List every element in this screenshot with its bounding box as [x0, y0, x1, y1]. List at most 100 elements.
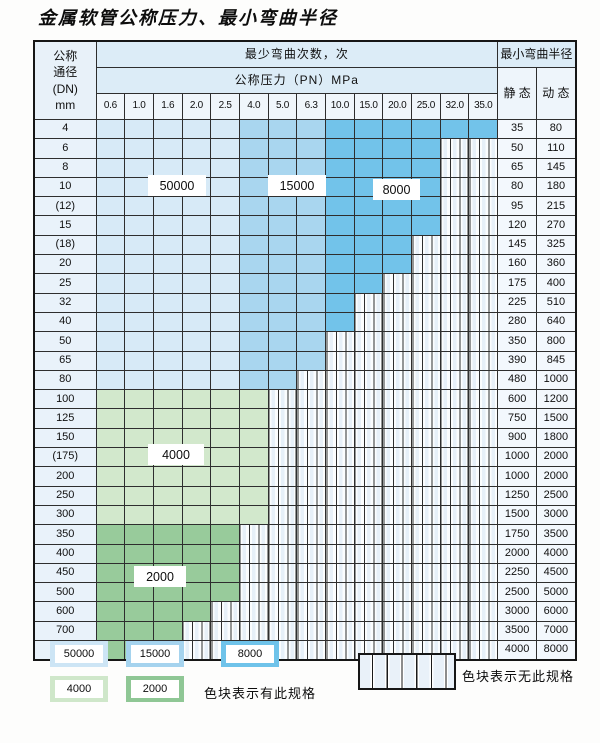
spec-cell	[95, 427, 126, 449]
table-row: 200 1000 2000	[33, 466, 577, 487]
spec-table: 公称 通径 (DN) mm 最少弯曲次数，次 最小弯曲半径 公称压力（PN）MP…	[33, 40, 577, 662]
dynamic-radius-cell: 80	[536, 118, 577, 140]
table-row: 400 2000 4000	[33, 543, 577, 564]
spec-cell	[95, 254, 126, 275]
spec-cell	[124, 543, 154, 564]
spec-cell	[296, 157, 326, 178]
spec-cell	[152, 350, 183, 371]
no-spec-cell	[382, 292, 413, 313]
spec-cell	[95, 118, 126, 140]
spec-cell	[95, 543, 126, 564]
no-spec-cell	[439, 389, 470, 410]
spec-cell	[267, 273, 298, 294]
no-spec-cell	[210, 601, 240, 622]
static-radius-cell: 900	[497, 427, 538, 449]
spec-cell	[181, 408, 212, 429]
no-spec-cell	[411, 254, 441, 275]
no-spec-cell	[267, 620, 298, 642]
static-radius-cell: 1000	[497, 447, 538, 468]
spec-cell	[95, 311, 126, 333]
no-spec-cell	[267, 485, 298, 506]
no-spec-cell	[325, 485, 355, 506]
no-spec-cell	[411, 234, 441, 256]
spec-cell	[382, 138, 413, 159]
table-row: 450 2250 4500	[33, 562, 577, 584]
no-spec-cell	[382, 562, 413, 584]
spec-cell	[238, 215, 269, 236]
dynamic-radius-cell: 5000	[536, 582, 577, 603]
no-spec-cell	[238, 562, 269, 584]
table-row: 20 160 360	[33, 254, 577, 275]
no-spec-cell	[439, 620, 470, 642]
spec-cell	[238, 427, 269, 449]
spec-cell	[152, 254, 183, 275]
static-radius-cell: 600	[497, 389, 538, 410]
dn-column-header: 公称 通径 (DN) mm	[33, 40, 97, 120]
dn-cell: 400	[33, 543, 97, 564]
static-radius-cell: 95	[497, 196, 538, 217]
dynamic-radius-cell: 110	[536, 138, 577, 159]
dynamic-radius-cell: 325	[536, 234, 577, 256]
table-row: 250 1250 2500	[33, 485, 577, 506]
no-spec-cell	[238, 582, 269, 603]
table-row: 300 1500 3000	[33, 504, 577, 526]
spec-cell	[238, 408, 269, 429]
no-spec-cell	[325, 601, 355, 622]
dynamic-radius-cell: 2000	[536, 466, 577, 487]
spec-cell	[267, 234, 298, 256]
spec-cell	[152, 215, 183, 236]
no-spec-cell	[439, 292, 470, 313]
no-spec-cell	[468, 389, 499, 410]
spec-cell	[267, 215, 298, 236]
no-spec-cell	[382, 350, 413, 371]
spec-cell	[95, 582, 126, 603]
no-spec-cell	[411, 524, 441, 545]
static-radius-cell: 145	[497, 234, 538, 256]
spec-cell	[124, 389, 154, 410]
spec-cell	[210, 138, 240, 159]
spec-cell	[95, 601, 126, 622]
spec-cell	[238, 234, 269, 256]
no-spec-cell	[411, 582, 441, 603]
table-row: 150 900 1800	[33, 427, 577, 449]
dynamic-radius-cell: 4500	[536, 562, 577, 584]
dn-cell: 150	[33, 427, 97, 449]
table-row: 80040008000	[33, 640, 577, 661]
no-spec-cell	[325, 350, 355, 371]
no-spec-cell	[353, 427, 384, 449]
no-spec-cell	[439, 369, 470, 391]
dn-cell: (12)	[33, 196, 97, 217]
spec-cell	[238, 504, 269, 526]
dn-cell: 10	[33, 176, 97, 198]
no-spec-cell	[468, 582, 499, 603]
no-spec-cell	[325, 524, 355, 545]
dn-cell: 250	[33, 485, 97, 506]
static-radius-cell: 280	[497, 311, 538, 333]
static-radius-cell: 390	[497, 350, 538, 371]
dynamic-radius-cell: 2500	[536, 485, 577, 506]
spec-cell	[210, 118, 240, 140]
static-radius-cell: 2000	[497, 543, 538, 564]
static-column-header: 静 态	[497, 67, 538, 120]
spec-cell	[152, 389, 183, 410]
dynamic-radius-cell: 400	[536, 273, 577, 294]
no-spec-cell	[382, 620, 413, 642]
cycles-overlay-label-8000: 8000	[373, 179, 420, 200]
no-spec-cell	[325, 562, 355, 584]
legend-no-spec-text: 色块表示无此规格	[462, 669, 575, 684]
pressure-col-header: 0.6	[95, 93, 126, 120]
spec-cell	[124, 292, 154, 313]
no-spec-cell	[382, 408, 413, 429]
spec-cell	[210, 331, 240, 352]
spec-cell	[296, 273, 326, 294]
spec-cell	[238, 138, 269, 159]
nominal-pressure-header: 公称压力（PN）MPa	[95, 67, 499, 94]
table-row: 8 65 145	[33, 157, 577, 178]
spec-cell	[181, 331, 212, 352]
no-spec-cell	[325, 582, 355, 603]
table-row: 700 3500 7000	[33, 620, 577, 642]
dn-cell: 20	[33, 254, 97, 275]
table-row: (175) 1000 2000	[33, 447, 577, 468]
no-spec-cell	[411, 562, 441, 584]
no-spec-cell	[353, 408, 384, 429]
